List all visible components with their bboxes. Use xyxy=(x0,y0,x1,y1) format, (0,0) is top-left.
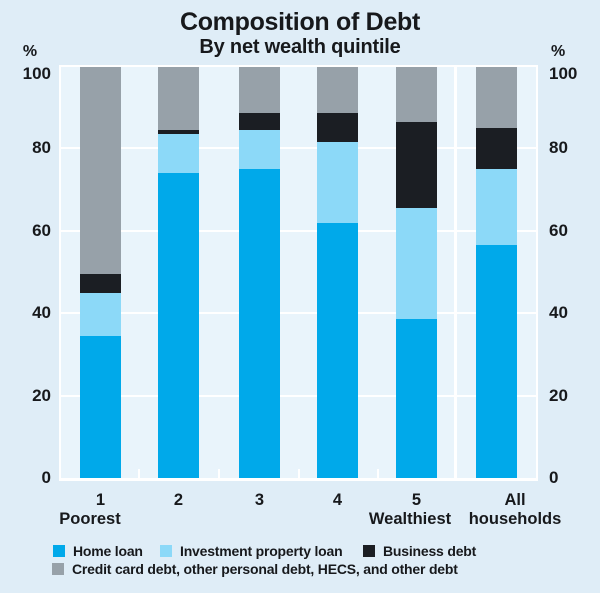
gridline-40 xyxy=(59,312,538,315)
y-tick-label-right-40: 40 xyxy=(549,303,568,323)
bar-segment-credit-card-debt xyxy=(476,66,517,128)
axis-line-right xyxy=(536,65,538,481)
x-label-2: 2 xyxy=(173,491,184,509)
y-tick-label-right-100: 100 xyxy=(549,64,578,83)
bar-quintile-4 xyxy=(317,65,358,481)
x-label-5: 5 xyxy=(411,491,422,509)
all-households-separator xyxy=(454,65,457,481)
bar-segment-credit-card-debt xyxy=(80,66,121,274)
axis-baseline xyxy=(59,478,538,481)
bar-segment-business-debt xyxy=(80,274,121,293)
y-tick-label-left-0: 0 xyxy=(41,468,51,487)
gridline-20 xyxy=(59,394,538,397)
axis-line-top xyxy=(59,65,538,67)
bar-segment-home-loan xyxy=(239,169,280,478)
bar-segment-credit-card-debt xyxy=(396,66,437,122)
bar-quintile-all-households xyxy=(476,65,517,481)
x-axis-tick xyxy=(218,469,220,478)
legend-swatch-icon xyxy=(53,545,65,557)
legend-label: Business debt xyxy=(383,543,477,559)
y-tick-label-left-80: 80 xyxy=(32,138,51,158)
y-axis-unit-right: % xyxy=(551,43,566,60)
bar-segment-home-loan xyxy=(396,319,437,478)
chart-subtitle: By net wealth quintile xyxy=(199,36,401,58)
bar-segment-investment-property-loan xyxy=(239,130,280,169)
bar-segment-home-loan xyxy=(80,336,121,478)
x-axis-tick xyxy=(298,469,300,478)
bar-segment-credit-card-debt xyxy=(317,66,358,113)
legend-swatch-icon xyxy=(363,545,375,557)
plot-area xyxy=(59,65,538,481)
bar-segment-business-debt xyxy=(239,113,280,130)
x-axis-tick xyxy=(138,469,140,478)
bar-segment-business-debt xyxy=(396,122,437,208)
gridline-80 xyxy=(59,147,538,150)
bar-quintile-1 xyxy=(80,65,121,481)
bar-segment-credit-card-debt xyxy=(158,66,199,130)
bar-segment-business-debt xyxy=(476,128,517,169)
bar-segment-investment-property-loan xyxy=(80,293,121,336)
legend-label: Credit card debt, other personal debt, H… xyxy=(72,561,458,577)
chart-title: Composition of Debt xyxy=(179,8,421,36)
bar-segment-home-loan xyxy=(476,245,517,478)
y-axis-unit-left: % xyxy=(22,43,38,60)
bar-quintile-5 xyxy=(396,65,437,481)
legend-swatch-icon xyxy=(160,545,172,557)
x-label-4: 4 xyxy=(332,491,343,509)
bar-segment-investment-property-loan xyxy=(476,169,517,245)
bar-segment-business-debt xyxy=(317,113,358,142)
x-label-6: All xyxy=(504,491,526,509)
bar-segment-investment-property-loan xyxy=(158,134,199,173)
y-tick-label-right-60: 60 xyxy=(549,220,568,240)
bar-segment-investment-property-loan xyxy=(396,208,437,319)
x-sublabel-1: Poorest xyxy=(59,510,121,528)
x-sublabel-6: households xyxy=(468,510,562,528)
bar-segment-investment-property-loan xyxy=(317,142,358,223)
x-axis-tick xyxy=(377,469,379,478)
legend-label: Investment property loan xyxy=(180,543,343,559)
bar-segment-home-loan xyxy=(158,173,199,478)
bar-quintile-2 xyxy=(158,65,199,481)
y-tick-label-left-100: 100 xyxy=(22,64,51,83)
bar-segment-credit-card-debt xyxy=(239,66,280,113)
y-tick-label-right-20: 20 xyxy=(549,385,568,405)
y-tick-label-right-80: 80 xyxy=(549,138,568,158)
x-sublabel-5: Wealthiest xyxy=(368,510,452,528)
y-tick-label-right-0: 0 xyxy=(549,468,559,487)
bar-segment-home-loan xyxy=(317,223,358,478)
bar-quintile-3 xyxy=(239,65,280,481)
gridline-60 xyxy=(59,229,538,232)
y-tick-label-left-40: 40 xyxy=(32,303,51,323)
x-label-1: 1 xyxy=(95,491,106,509)
legend-label: Home loan xyxy=(73,543,143,559)
bar-segment-business-debt xyxy=(158,130,199,134)
legend-swatch-icon xyxy=(52,563,64,575)
x-label-3: 3 xyxy=(254,491,265,509)
axis-line-left xyxy=(59,65,61,481)
y-tick-label-left-20: 20 xyxy=(32,385,51,405)
y-tick-label-left-60: 60 xyxy=(32,220,51,240)
